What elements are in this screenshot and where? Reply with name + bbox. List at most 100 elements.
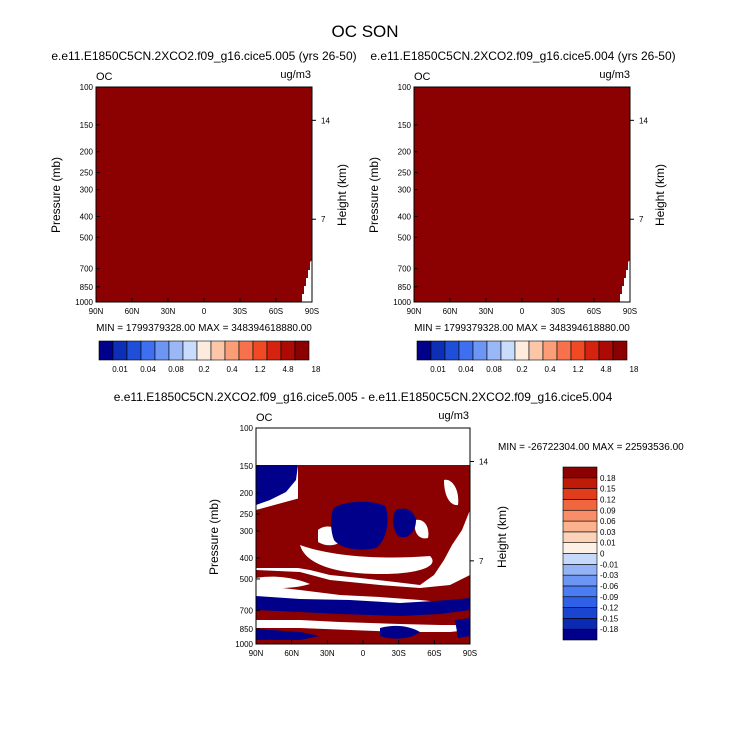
panel-1-x-ticks: 90N 60N 30N 0 30S 60S 90S [89, 298, 319, 316]
colorbar-label: 18 [630, 365, 639, 374]
y-tick-label: 700 [80, 265, 94, 274]
colorbar-swatch [528, 340, 544, 361]
y-tick-label: 200 [240, 489, 254, 498]
colorbar-swatch [430, 340, 446, 361]
colorbar-swatch [514, 340, 530, 361]
x-tick-label: 60N [125, 307, 140, 316]
x-tick-label: 30S [551, 307, 565, 316]
colorbar-swatch [472, 340, 488, 361]
panel-1-stats: MIN = 1799379328.00 MAX = 348394618880.0… [96, 323, 312, 334]
panel-3-y-ticks: 100 150 200 250 300 400 500 700 850 1000 [235, 424, 260, 649]
colorbar-label: 18 [312, 365, 321, 374]
colorbar-swatch [98, 340, 114, 361]
panel-1-ylabel-right: Height (km) [335, 164, 349, 226]
colorbar-swatch [168, 340, 184, 361]
y-tick-label: 850 [240, 625, 254, 634]
colorbar-label: 0.08 [486, 365, 502, 374]
colorbar-swatch [584, 340, 600, 361]
x-tick-label: 30S [392, 649, 406, 658]
colorbar-swatch [126, 340, 142, 361]
colorbar-label: 0.04 [458, 365, 474, 374]
diff-negative-region [256, 465, 470, 640]
y-tick-label: 1000 [75, 298, 93, 307]
panel-1-colorbar: 0.01 0.04 0.08 0.2 0.4 1.2 4.8 18 [98, 340, 321, 374]
panel-1-plot-area [95, 86, 313, 303]
colorbar-swatch [562, 607, 598, 619]
x-tick-label: 60S [269, 307, 283, 316]
panel-1-y-ticks: 100 150 200 250 300 400 500 700 850 1000 [75, 83, 100, 307]
panel-2-plot-area [413, 86, 631, 303]
colorbar-swatch [416, 340, 432, 361]
panel-2-height-ticks: 14 7 [630, 116, 648, 224]
panel-2-ylabel: Pressure (mb) [367, 157, 381, 233]
x-tick-label: 30N [161, 307, 176, 316]
colorbar-swatch [562, 564, 598, 576]
panel-2-left-label: OC [414, 71, 431, 83]
colorbar-swatch [562, 585, 598, 598]
colorbar-label: 0.12 [600, 495, 616, 504]
colorbar-label: 0.01 [600, 539, 616, 548]
colorbar-label: 4.8 [282, 365, 294, 374]
colorbar-label: -0.15 [600, 614, 619, 623]
y-tick-label: 100 [398, 83, 412, 92]
y-tick-label: 700 [240, 607, 254, 616]
colorbar-label: 0.08 [168, 365, 184, 374]
y-tick-label: 400 [398, 212, 412, 221]
colorbar-swatch [486, 340, 502, 361]
colorbar-label: 1.2 [572, 365, 584, 374]
x-tick-label: 60S [587, 307, 601, 316]
y-tick-label: 200 [398, 148, 412, 157]
panel-2: e.e11.E1850C5CN.2XCO2.f09_g16.cice5.004 … [367, 49, 676, 374]
colorbar-swatch [562, 628, 598, 641]
colorbar-swatch [562, 531, 598, 543]
colorbar-swatch [252, 340, 268, 361]
colorbar-label: -0.09 [600, 593, 619, 602]
y-tick-label: 500 [398, 233, 412, 242]
panel-3-plot-area [255, 427, 471, 645]
colorbar-swatch [210, 340, 226, 361]
x-tick-label: 90N [407, 307, 422, 316]
colorbar-swatch [562, 509, 598, 522]
colorbar-label: 0 [600, 550, 605, 559]
panel-1-field [96, 87, 312, 302]
y-tick-label: 100 [80, 83, 94, 92]
panel-3-right-label: ug/m3 [438, 410, 469, 422]
y-tick-label: 300 [240, 527, 254, 536]
y-tick-label: 500 [240, 575, 254, 584]
panel-2-title: e.e11.E1850C5CN.2XCO2.f09_g16.cice5.004 … [370, 49, 675, 63]
y-tick-label: 500 [80, 233, 94, 242]
colorbar-swatch [562, 466, 598, 479]
colorbar-label: 0.2 [198, 365, 210, 374]
x-tick-label: 30N [479, 307, 494, 316]
colorbar-label: -0.01 [600, 560, 619, 569]
x-tick-label: 0 [361, 649, 366, 658]
colorbar-label: 4.8 [600, 365, 612, 374]
x-tick-label: 0 [520, 307, 525, 316]
height-tick-label: 7 [479, 557, 484, 566]
x-tick-label: 90S [305, 307, 319, 316]
colorbar-swatch [182, 340, 198, 361]
y-tick-label: 300 [398, 186, 412, 195]
colorbar-swatch [458, 340, 474, 361]
colorbar-swatch [562, 520, 598, 533]
panel-2-y-ticks: 100 150 200 250 300 400 500 700 850 1000 [393, 83, 418, 307]
colorbar-swatch [140, 340, 156, 361]
panel-1: e.e11.E1850C5CN.2XCO2.f09_g16.cice5.005 … [49, 49, 357, 374]
x-tick-label: 90N [89, 307, 104, 316]
colorbar-label: 0.09 [600, 506, 616, 515]
x-tick-label: 0 [202, 307, 207, 316]
y-tick-label: 400 [80, 212, 94, 221]
colorbar-label: -0.18 [600, 625, 619, 634]
colorbar-swatch [562, 488, 598, 500]
colorbar-label: 0.15 [600, 485, 616, 494]
x-tick-label: 90S [623, 307, 637, 316]
panel-2-stats: MIN = 1799379328.00 MAX = 348394618880.0… [414, 323, 630, 334]
panel-2-missing-data [620, 260, 630, 302]
x-tick-label: 90S [463, 649, 477, 658]
y-tick-label: 150 [240, 462, 254, 471]
colorbar-label: 0.4 [226, 365, 238, 374]
panel-3-title: e.e11.E1850C5CN.2XCO2.f09_g16.cice5.005 … [114, 390, 613, 404]
panel-1-ylabel: Pressure (mb) [49, 157, 63, 233]
height-tick-label: 14 [321, 116, 330, 125]
colorbar-swatch [238, 340, 254, 361]
